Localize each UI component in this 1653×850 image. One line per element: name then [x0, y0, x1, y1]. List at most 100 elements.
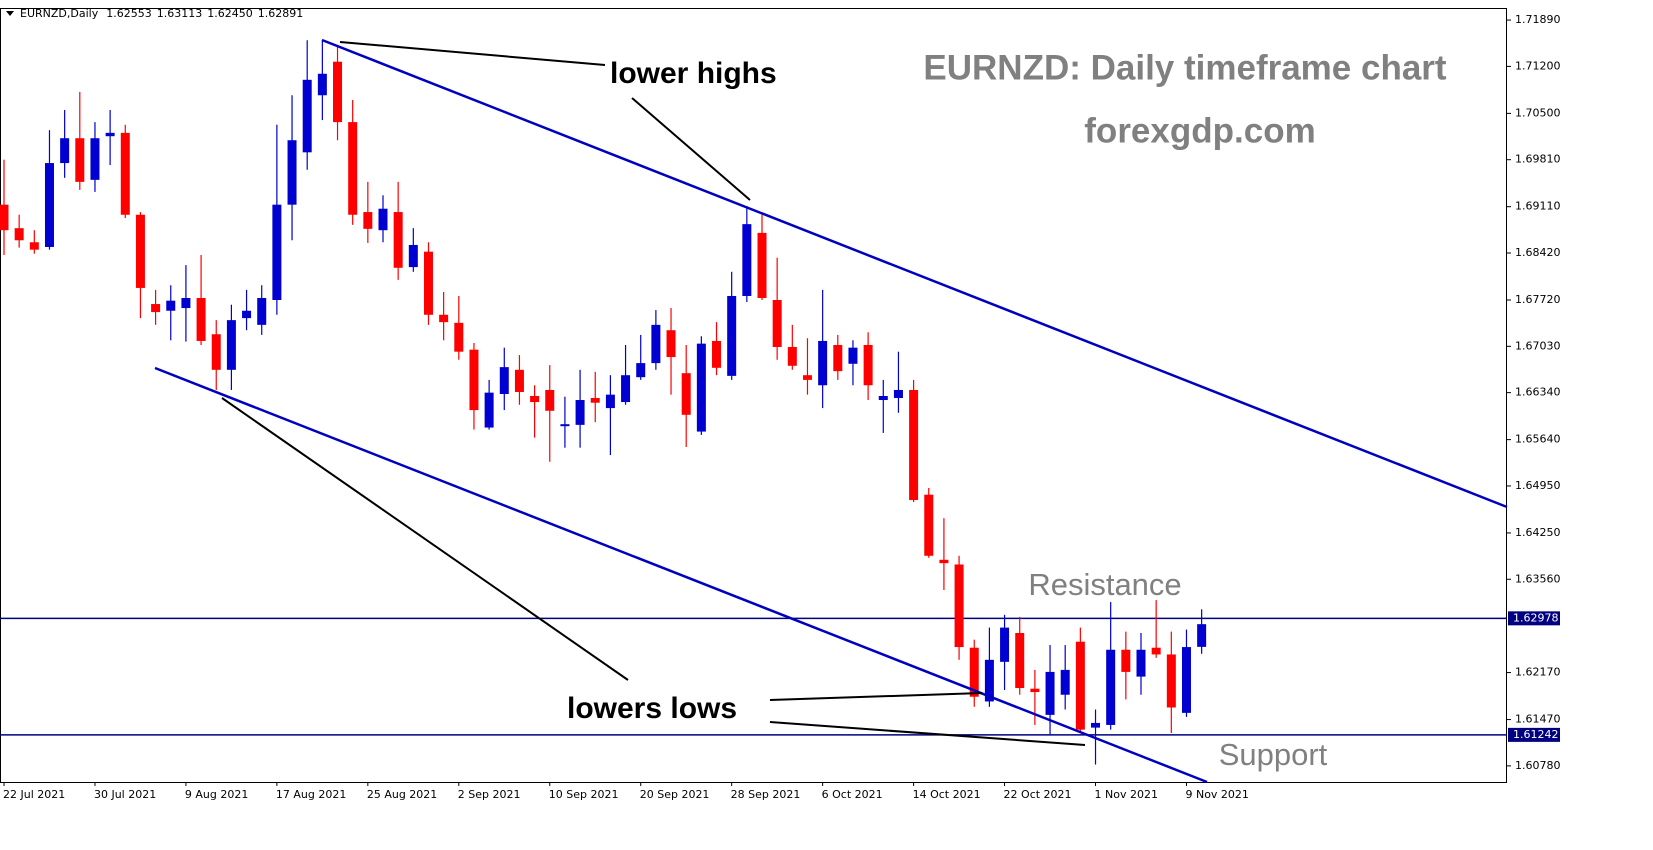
candle-body — [393, 212, 403, 268]
candle-body — [560, 424, 570, 427]
y-tick-label: 1.64950 — [1515, 479, 1561, 492]
x-tick-label: 22 Jul 2021 — [3, 788, 65, 801]
candle-body — [1106, 649, 1116, 725]
candle-body — [939, 559, 949, 564]
y-tick-label: 1.71890 — [1515, 13, 1561, 26]
candle-body — [954, 564, 964, 648]
candle-body — [454, 322, 464, 352]
candle-body — [651, 324, 661, 364]
x-tick-label: 25 Aug 2021 — [367, 788, 437, 801]
x-tick-label: 9 Aug 2021 — [185, 788, 248, 801]
candle-body — [1075, 641, 1085, 730]
annotation: lowers lows — [567, 692, 737, 725]
x-tick-label: 20 Sep 2021 — [640, 788, 710, 801]
candle-body — [1181, 647, 1191, 713]
x-tick-label: 22 Oct 2021 — [1004, 788, 1072, 801]
pointer-line — [769, 721, 1086, 746]
candles — [0, 40, 1207, 765]
candle-body — [893, 389, 903, 399]
y-tick-label: 1.71200 — [1515, 59, 1561, 72]
candle-body — [818, 340, 828, 386]
candle-body — [878, 396, 888, 401]
level-label: 1.62978 — [1513, 611, 1559, 624]
ohlc-close: 1.62891 — [258, 7, 304, 20]
candle-body — [257, 297, 267, 325]
candle-body — [1197, 624, 1207, 647]
candle-body — [1151, 647, 1161, 655]
y-tick-label: 1.61470 — [1515, 713, 1561, 726]
annotation: lower highs — [610, 57, 777, 90]
candle-body — [863, 344, 873, 386]
candle-body — [757, 232, 767, 298]
x-tick-label: 6 Oct 2021 — [822, 788, 883, 801]
header: EURNZD,Daily 1.62553 1.63113 1.62450 1.62891 — [20, 7, 303, 20]
x-tick-label: 2 Sep 2021 — [458, 788, 521, 801]
candle-body — [924, 494, 934, 556]
upper-trendline — [321, 38, 1508, 509]
y-tick-label: 1.68420 — [1515, 246, 1561, 259]
chart-title: EURNZD: Daily timeframe chart — [923, 48, 1447, 87]
candle-body — [621, 375, 631, 403]
x-tick-label: 28 Sep 2021 — [731, 788, 801, 801]
pointer-line — [769, 692, 983, 701]
lower-trendline — [154, 366, 1208, 784]
candle-body — [712, 340, 722, 368]
candle-body — [666, 330, 676, 358]
pointer-line — [221, 397, 629, 681]
candle-body — [1136, 649, 1146, 677]
level-label-box — [1508, 727, 1560, 742]
candle-body — [75, 138, 85, 182]
candle-body — [408, 244, 418, 268]
candle-body — [348, 122, 358, 215]
candle-body — [499, 367, 509, 394]
candle-body — [681, 373, 691, 415]
candle-body — [105, 132, 115, 137]
y-tick-label: 1.69810 — [1515, 153, 1561, 166]
symbol: EURNZD,Daily — [20, 7, 99, 20]
candle-body — [742, 224, 752, 296]
candle-body — [151, 304, 161, 313]
candle-body — [787, 346, 797, 366]
candle-body — [969, 647, 979, 697]
candle-body — [636, 363, 646, 378]
x-tick-label: 17 Aug 2021 — [276, 788, 346, 801]
pointer-line — [631, 97, 751, 201]
candle-body — [545, 389, 555, 411]
levels — [0, 617, 1507, 736]
candle-body — [484, 392, 494, 428]
y-tick-label: 1.60780 — [1515, 759, 1561, 772]
candle-body — [226, 320, 236, 370]
candle-body — [14, 228, 24, 241]
candle-body — [378, 208, 388, 231]
chart-subtitle: forexgdp.com — [1084, 111, 1315, 150]
level-label: 1.61242 — [1513, 728, 1559, 741]
candle-body — [1166, 654, 1176, 708]
candle-body — [909, 389, 919, 501]
x-tick-label: 30 Jul 2021 — [94, 788, 156, 801]
level-label-box — [1508, 611, 1560, 626]
x-tick-label: 10 Sep 2021 — [549, 788, 619, 801]
y-tick-label: 1.65640 — [1515, 433, 1561, 446]
plot-frame — [0, 8, 1507, 783]
candle-body — [530, 396, 540, 403]
candle-body — [1060, 669, 1070, 695]
candle-body — [90, 138, 100, 180]
y-tick-label: 1.66340 — [1515, 386, 1561, 399]
candle-body — [287, 140, 297, 205]
candle-body — [514, 369, 524, 392]
candle-body — [166, 300, 176, 311]
candle-body — [302, 79, 312, 153]
candle-body — [181, 297, 191, 309]
ohlc-open: 1.62553 — [106, 7, 152, 20]
candle-body — [0, 204, 9, 231]
y-tick-label: 1.67030 — [1515, 339, 1561, 352]
candle-body — [605, 394, 615, 409]
candle-body — [1091, 722, 1101, 728]
candle-body — [575, 400, 585, 425]
candle-body — [802, 375, 812, 380]
candle-body — [333, 61, 343, 123]
y-tick-label: 1.70500 — [1515, 106, 1561, 119]
candle-body — [984, 659, 994, 702]
